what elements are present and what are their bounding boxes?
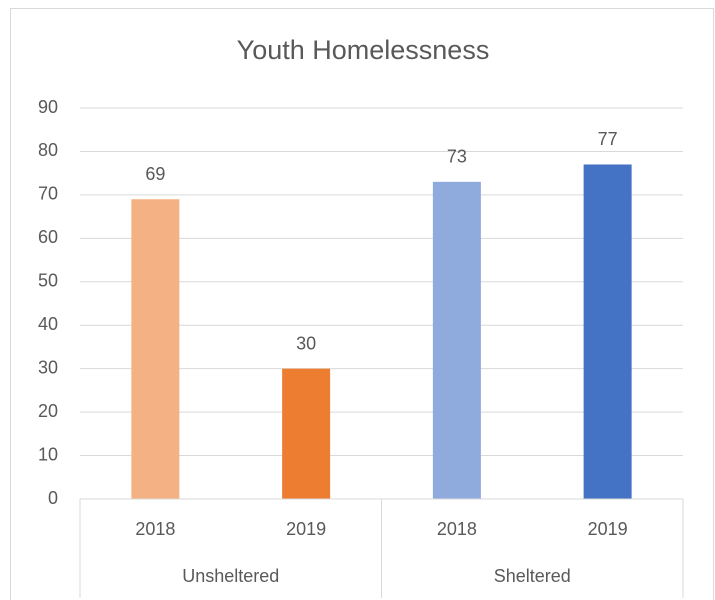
data-label: 77	[598, 129, 618, 149]
y-tick-label: 10	[38, 444, 58, 464]
bar	[131, 199, 180, 499]
y-tick-label: 60	[38, 227, 58, 247]
data-label: 73	[447, 147, 467, 167]
group-label: Sheltered	[494, 566, 571, 586]
y-tick-label: 50	[38, 271, 58, 291]
y-tick-label: 80	[38, 140, 58, 160]
y-tick-label: 90	[38, 97, 58, 117]
x-tick-label: 2019	[286, 519, 326, 539]
x-tick-label: 2019	[588, 519, 628, 539]
bar	[583, 164, 632, 499]
data-label: 30	[296, 333, 316, 353]
group-label: Unsheltered	[182, 566, 279, 586]
bar	[282, 368, 331, 499]
bar	[432, 181, 481, 499]
y-tick-label: 70	[38, 184, 58, 204]
x-tick-label: 2018	[135, 519, 175, 539]
data-label: 69	[145, 164, 165, 184]
y-tick-label: 20	[38, 401, 58, 421]
y-tick-label: 0	[48, 488, 58, 508]
x-tick-label: 2018	[437, 519, 477, 539]
y-tick-label: 30	[38, 357, 58, 377]
y-tick-label: 40	[38, 314, 58, 334]
chart-title: Youth Homelessness	[237, 35, 490, 65]
